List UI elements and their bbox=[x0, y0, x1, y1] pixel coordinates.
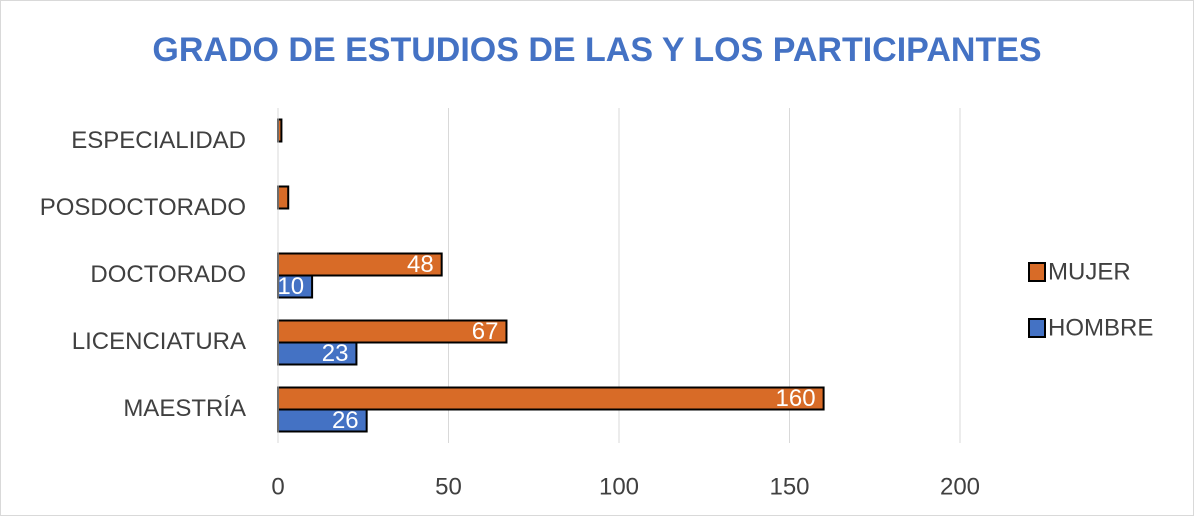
y-tick-label: DOCTORADO bbox=[90, 261, 246, 288]
x-tick-label: 200 bbox=[940, 473, 980, 500]
y-tick-label: MAESTRÍA bbox=[123, 395, 246, 422]
bar bbox=[277, 118, 283, 143]
bar bbox=[277, 386, 825, 411]
y-tick-label: POSDOCTORADO bbox=[40, 194, 246, 221]
legend-label: MUJER bbox=[1048, 258, 1131, 285]
data-label: 48 bbox=[407, 251, 434, 278]
x-tick-label: 50 bbox=[435, 473, 462, 500]
x-tick-label: 100 bbox=[599, 473, 639, 500]
data-label: 67 bbox=[472, 318, 499, 345]
data-label: 26 bbox=[332, 407, 359, 434]
legend-swatch bbox=[1028, 318, 1046, 338]
y-tick-label: ESPECIALIDAD bbox=[71, 127, 246, 154]
legend-swatch bbox=[1028, 262, 1046, 282]
bar bbox=[277, 185, 290, 210]
x-tick-label: 0 bbox=[271, 473, 284, 500]
y-tick-label: LICENCIATURA bbox=[72, 328, 246, 355]
legend-label: HOMBRE bbox=[1048, 314, 1153, 341]
x-tick-label: 150 bbox=[769, 473, 809, 500]
data-label: 10 bbox=[277, 273, 304, 300]
data-label: 23 bbox=[322, 340, 349, 367]
chart-title: GRADO DE ESTUDIOS DE LAS Y LOS PARTICIPA… bbox=[152, 31, 1041, 69]
data-label: 160 bbox=[776, 385, 816, 412]
